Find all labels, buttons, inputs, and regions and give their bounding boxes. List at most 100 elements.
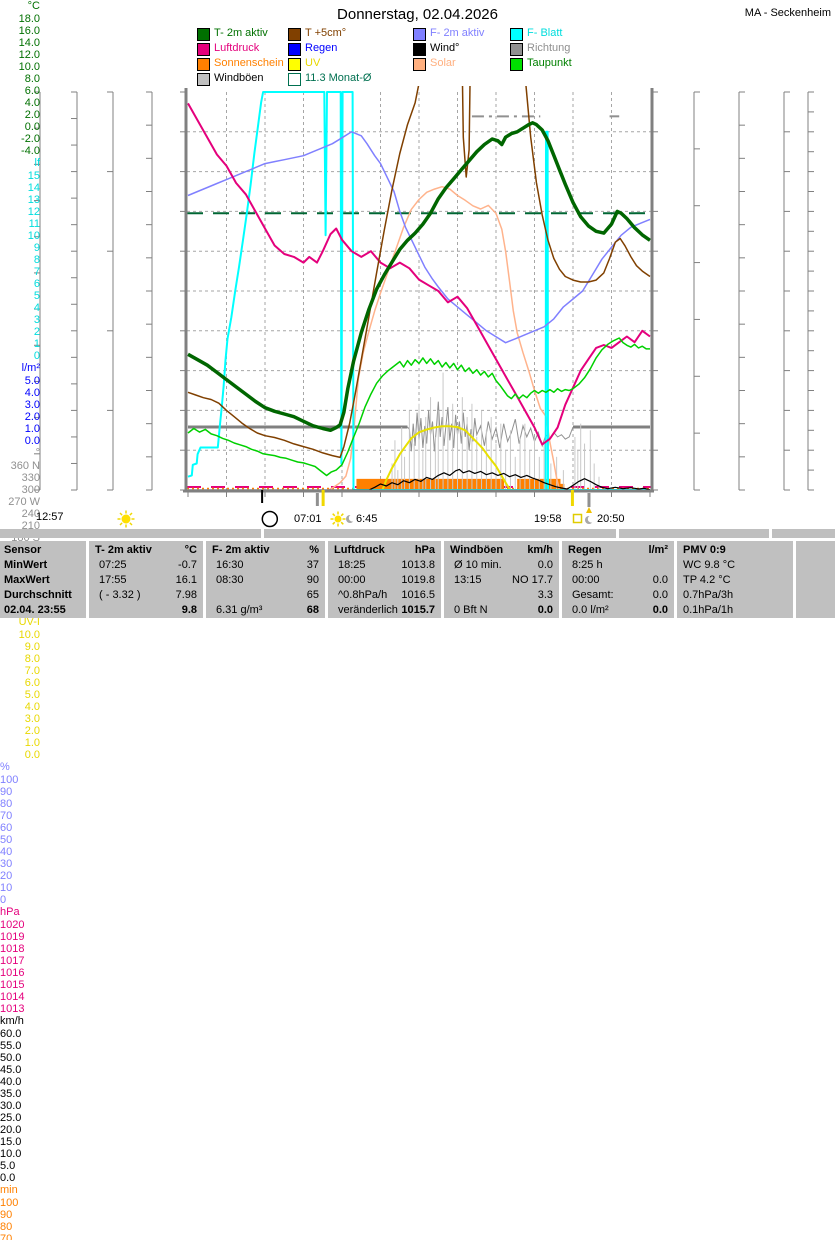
axis-tick-label: 1017 bbox=[0, 955, 25, 967]
legend-label: F- 2m aktiv bbox=[430, 27, 485, 39]
table-cell: 00:00 bbox=[572, 574, 600, 586]
table-cell: 00:00 bbox=[338, 574, 366, 586]
axis-tick-label: 9 bbox=[33, 242, 40, 254]
axis-tick-label: 240 bbox=[21, 508, 40, 520]
table-cell: 17:55 bbox=[99, 574, 127, 586]
table-cell: 6.31 g/m³ bbox=[216, 604, 263, 616]
table-cell-value: 37 bbox=[306, 559, 319, 571]
series-taupunkt bbox=[187, 337, 650, 477]
axis-tick-label: 5.0 bbox=[0, 1160, 16, 1172]
table-cell: ^0.8hPa/h bbox=[338, 589, 388, 601]
axis-tick-label: 10 bbox=[27, 230, 40, 242]
axis-tick-label: 1020 bbox=[0, 919, 25, 931]
axis-unit-: ° bbox=[35, 447, 40, 459]
table-row-label: 02.04. 23:55 bbox=[4, 604, 66, 616]
table-cell-value: 1019.8 bbox=[401, 574, 435, 586]
table-col-title: F- 2m aktiv bbox=[212, 544, 270, 556]
axis-tick-label: 0.0 bbox=[0, 1172, 16, 1184]
axis-tick-label: 360 N bbox=[10, 460, 40, 472]
legend-swatch-solar bbox=[413, 58, 426, 71]
axis-unit-lm: l/m² bbox=[21, 362, 40, 374]
table-cell-value: 3.3 bbox=[537, 589, 553, 601]
axis-tick-label: 100 bbox=[0, 1197, 19, 1209]
axis-unit-: % bbox=[0, 761, 10, 773]
axis-tick-label: 60.0 bbox=[0, 1028, 22, 1040]
axis-tick-label: 50 bbox=[0, 834, 13, 846]
axis-tick-label: 3.0 bbox=[24, 399, 40, 411]
day-length: 12:57 bbox=[36, 511, 64, 523]
table-cell: 16:30 bbox=[216, 559, 244, 571]
table-column-block-4 bbox=[444, 541, 559, 618]
axis-tick-label: 5.0 bbox=[24, 375, 40, 387]
axis-tick-label: 7 bbox=[33, 266, 40, 278]
axis-tick-label: 8 bbox=[33, 254, 40, 266]
table-col-title: Windböen bbox=[450, 544, 504, 556]
moonrise-time: 20:50 bbox=[597, 513, 625, 525]
axis-tick-label: -4.0 bbox=[21, 145, 40, 157]
axis-tick-label: 4.0 bbox=[24, 387, 40, 399]
axis-tick-label: 25.0 bbox=[0, 1112, 22, 1124]
axis-tick-label: 3 bbox=[33, 314, 40, 326]
axis-tick-label: 330 bbox=[21, 472, 40, 484]
sun-icon bbox=[330, 511, 346, 527]
scrollbar-segment-0[interactable] bbox=[0, 529, 261, 538]
legend-swatch-f--2m-aktiv bbox=[413, 28, 426, 41]
table-cell: WC 9.8 °C bbox=[683, 559, 736, 571]
axis-tick-label: 50.0 bbox=[0, 1052, 22, 1064]
axis-tick-label: 6 bbox=[33, 278, 40, 290]
axis-tick-label: 90 bbox=[0, 786, 13, 798]
axis-tick-label: -2.0 bbox=[21, 133, 40, 145]
axis-tick-label: 30 bbox=[0, 858, 13, 870]
series-luftdruck bbox=[187, 102, 651, 446]
table-cell-value: 7.98 bbox=[175, 589, 197, 601]
axis-tick-label: 2 bbox=[33, 326, 40, 338]
table-cell: 13:15 bbox=[454, 574, 482, 586]
table-cell: TP 4.2 °C bbox=[683, 574, 731, 586]
legend-label: T- 2m aktiv bbox=[214, 27, 268, 39]
table-cell-value: 65 bbox=[306, 589, 319, 601]
axis-tick-label: 1.0 bbox=[24, 423, 40, 435]
table-cell-value: 68 bbox=[306, 604, 319, 616]
legend-label: Sonnenschein bbox=[214, 57, 284, 69]
scrollbar-segment-3[interactable] bbox=[772, 529, 835, 538]
scrollbar-segment-2[interactable] bbox=[619, 529, 769, 538]
axis-tick-label: 0 bbox=[0, 894, 7, 906]
legend-label: F- Blatt bbox=[527, 27, 563, 39]
legend-label: 11.3 Monat-Ø bbox=[305, 72, 372, 84]
legend-label: T +5cm° bbox=[305, 27, 347, 39]
axis-tick-label: 1.0 bbox=[24, 737, 40, 749]
axis-tick-label: 6.0 bbox=[24, 85, 40, 97]
axis-tick-label: 270 W bbox=[8, 496, 40, 508]
legend-label: Solar bbox=[430, 57, 456, 69]
table-row-label: Sensor bbox=[4, 544, 42, 556]
axis-tick-label: 6.0 bbox=[24, 677, 40, 689]
legend-swatch-t--5cm- bbox=[288, 28, 301, 41]
table-cell: 07:25 bbox=[99, 559, 127, 571]
axis-tick-label: 8.0 bbox=[24, 73, 40, 85]
series-f--2m-aktiv bbox=[187, 131, 651, 344]
table-col-title: PMV 0:9 bbox=[683, 544, 726, 556]
legend-swatch-richtung bbox=[510, 43, 523, 56]
axis-tick-label: 8.0 bbox=[24, 653, 40, 665]
axis-tick-label: 11 bbox=[28, 218, 40, 230]
page-title: Donnerstag, 02.04.2026 bbox=[337, 6, 498, 23]
table-row-label: Durchschnitt bbox=[4, 589, 72, 601]
axis-unit-lf: lf bbox=[34, 157, 41, 169]
axis-tick-label: 1014 bbox=[0, 991, 25, 1003]
legend-swatch-11-3-monat-- bbox=[288, 73, 301, 86]
sunrise-time: 07:01 bbox=[294, 513, 322, 525]
scrollbar-segment-1[interactable] bbox=[264, 529, 616, 538]
axis-tick-label: 5 bbox=[33, 290, 40, 302]
axis-tick-label: 2.0 bbox=[24, 725, 40, 737]
sunset-time: 19:58 bbox=[534, 513, 562, 525]
axis-tick-label: 1018 bbox=[0, 943, 25, 955]
legend-label: Luftdruck bbox=[214, 42, 260, 54]
series-t--5cm bbox=[187, 86, 651, 459]
table-column-block-6 bbox=[677, 541, 793, 618]
axis-tick-label: 2.0 bbox=[24, 109, 40, 121]
table-column-block-0 bbox=[0, 541, 86, 618]
table-col-unit: hPa bbox=[414, 544, 435, 556]
legend-label: Wind° bbox=[430, 42, 460, 54]
axis-tick-label: 10.0 bbox=[18, 61, 40, 73]
